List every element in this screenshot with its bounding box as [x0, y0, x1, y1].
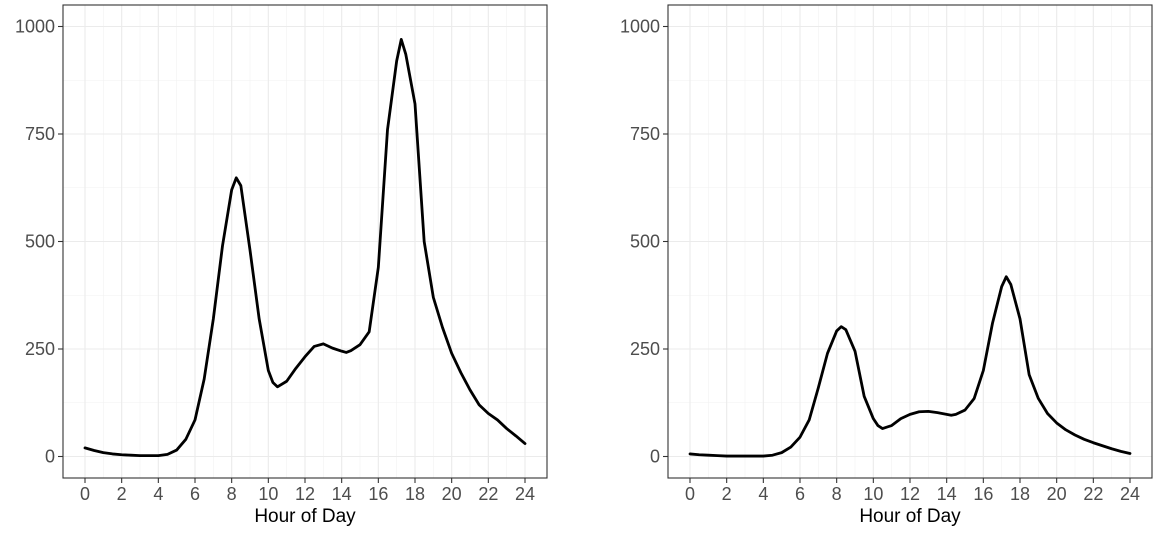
x-tick-label: 18 — [1010, 484, 1030, 504]
x-tick-label: 2 — [722, 484, 732, 504]
x-tick-label: 12 — [295, 484, 315, 504]
x-tick-label: 6 — [795, 484, 805, 504]
x-tick-label: 20 — [1047, 484, 1067, 504]
gridlines — [668, 5, 1152, 478]
x-tick-label: 14 — [332, 484, 352, 504]
x-tick-label: 12 — [900, 484, 920, 504]
y-tick-label: 0 — [650, 447, 660, 467]
x-tick-label: 4 — [758, 484, 768, 504]
chart-panel-1: 0 2 4 6 8 10 12 14 16 18 20 22 2402505007501000Hour … — [15, 4, 548, 527]
x-tick-label: 0 — [685, 484, 695, 504]
x-tick-label: 6 — [190, 484, 200, 504]
x-axis-title: Hour of Day — [859, 506, 961, 527]
x-tick-label: 14 — [937, 484, 957, 504]
x-tick-label: 2 — [117, 484, 127, 504]
x-tick-label: 20 — [442, 484, 462, 504]
x-tick-label: 24 — [1120, 484, 1140, 504]
y-tick-label: 1000 — [620, 17, 660, 37]
x-tick-label: 22 — [1083, 484, 1103, 504]
y-tick-label: 250 — [630, 339, 660, 359]
x-tick-label: 0 — [80, 484, 90, 504]
y-tick-label: 0 — [45, 447, 55, 467]
x-tick-label: 8 — [227, 484, 237, 504]
series-line-1 — [688, 275, 1132, 458]
y-tick-label: 500 — [25, 232, 55, 252]
y-tick-label: 750 — [630, 124, 660, 144]
y-tick-label: 750 — [25, 124, 55, 144]
x-tick-label: 8 — [832, 484, 842, 504]
x-tick-label: 4 — [153, 484, 163, 504]
x-tick-label: 10 — [863, 484, 883, 504]
y-tick-label: 1000 — [15, 17, 55, 37]
chart-panel-2: 0 2 4 6 8 10 12 14 16 18 20 22 2402505007501000Hour … — [620, 4, 1153, 527]
y-tick-label: 500 — [630, 232, 660, 252]
y-tick-label: 250 — [25, 339, 55, 359]
x-axis-title: Hour of Day — [254, 506, 356, 527]
x-tick-label: 24 — [515, 484, 535, 504]
x-tick-label: 18 — [405, 484, 425, 504]
series-line-1 — [83, 38, 527, 458]
x-tick-label: 10 — [258, 484, 278, 504]
x-tick-label: 16 — [973, 484, 993, 504]
gridlines — [63, 5, 547, 478]
x-tick-label: 16 — [368, 484, 388, 504]
x-tick-label: 22 — [478, 484, 498, 504]
